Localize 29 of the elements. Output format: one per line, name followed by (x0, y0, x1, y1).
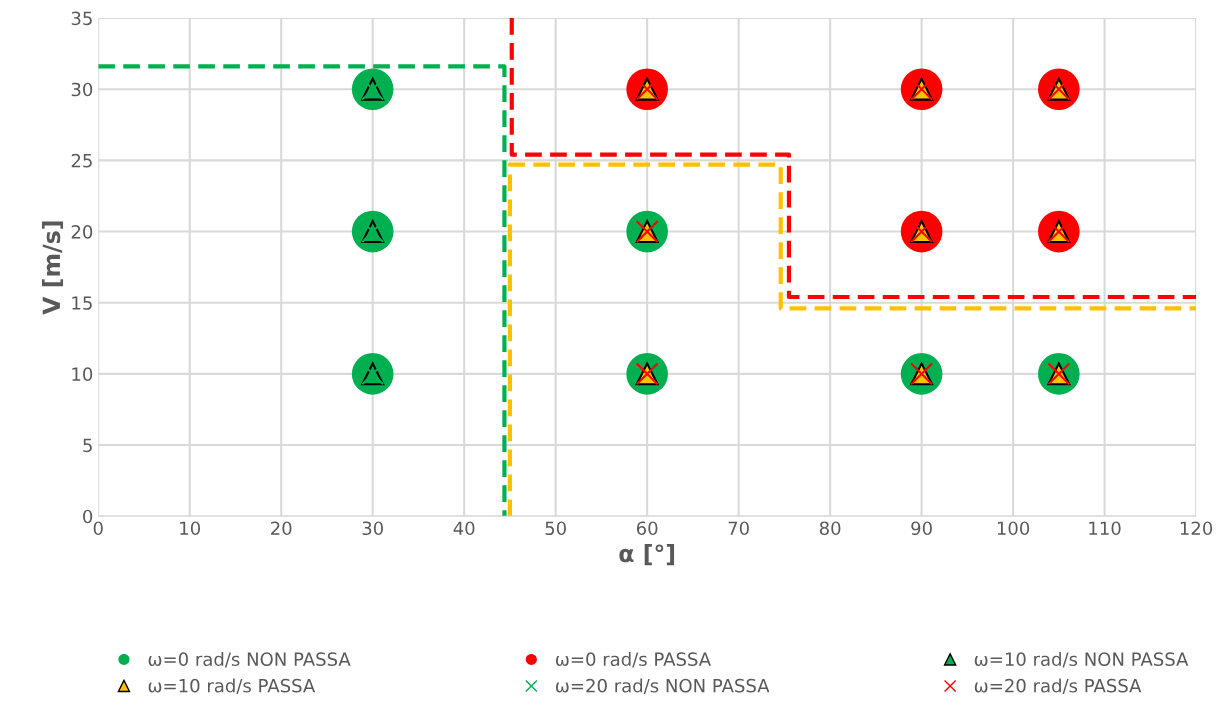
legend-label: ω=10 rad/s NON PASSA (974, 652, 1189, 668)
y-axis-title: V [m/s] (42, 221, 64, 315)
x-tick-label: 10 (180, 521, 201, 536)
y-tick-label: 30 (71, 82, 93, 97)
x-tick-label: 30 (362, 521, 383, 536)
x-tick-label: 100 (997, 521, 1030, 536)
x-tick-label: 90 (911, 521, 932, 536)
y-tick-label: 0 (83, 509, 93, 524)
x-axis-title: α [°] (619, 544, 675, 566)
x-tick-label: 110 (1089, 521, 1121, 536)
legend-label: ω=20 rad/s NON PASSA (555, 678, 770, 694)
y-tick-label: 25 (71, 153, 92, 168)
x-tick-label: 120 (1180, 521, 1213, 536)
x-tick-label: 80 (819, 521, 841, 536)
x-tick-label: 0 (93, 521, 103, 536)
legend-label: ω=20 rad/s PASSA (974, 678, 1142, 694)
x-tick-label: 20 (271, 521, 292, 536)
legend-label: ω=0 rad/s PASSA (555, 652, 711, 668)
x-tick-label: 70 (728, 521, 749, 536)
y-tick-label: 5 (83, 438, 92, 453)
x-tick-label: 50 (545, 521, 566, 536)
y-tick-label: 20 (71, 225, 93, 239)
legend-label: ω=10 rad/s PASSA (148, 678, 316, 694)
legend-label: ω=0 rad/s NON PASSA (148, 652, 351, 668)
y-tick-label: 35 (71, 11, 92, 26)
y-tick-label: 10 (72, 367, 93, 382)
y-tick-label: 15 (72, 296, 92, 310)
x-tick-label: 40 (453, 521, 475, 536)
x-tick-label: 60 (636, 521, 658, 536)
